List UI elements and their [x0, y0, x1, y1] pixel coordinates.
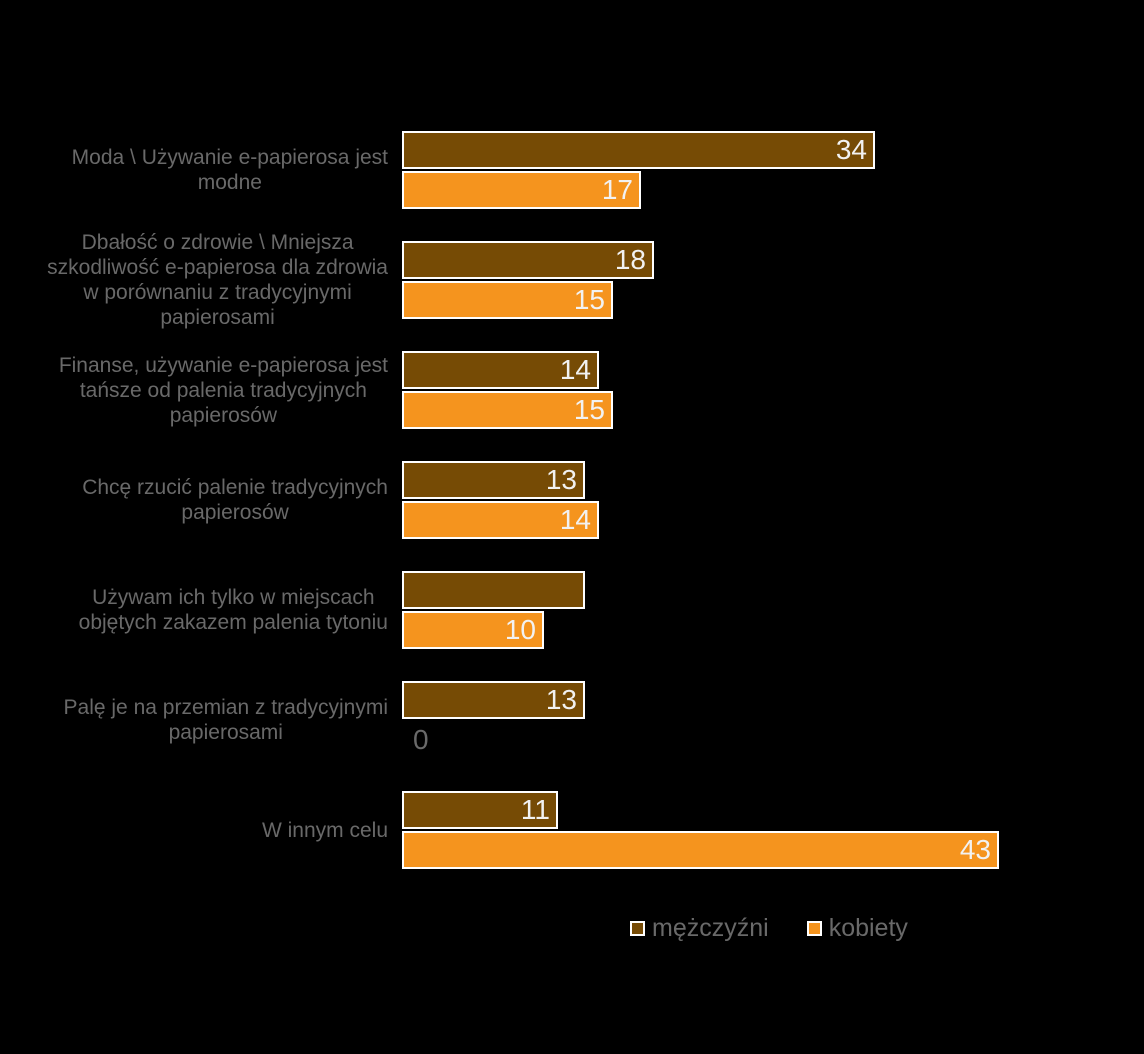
legend-item-mezczyzni: mężczyźni — [630, 913, 769, 943]
bar-kobiety: 43 — [402, 831, 999, 869]
bar-value-label: 34 — [835, 134, 867, 165]
category-label-cell: Palę je na przemian z tradycyjnymi papier… — [0, 681, 388, 759]
category-row: Palę je na przemian z tradycyjnymi papier… — [0, 681, 1144, 759]
bar-mezczyzni: 18 — [402, 241, 654, 279]
category-label-cell: Chcę rzucić palenie tradycyjnych papieros… — [0, 461, 388, 539]
bar-mezczyzni: 14 — [402, 351, 599, 389]
bar-value-label: 18 — [614, 244, 646, 275]
category-label: Palę je na przemian z tradycyjnymi papier… — [63, 696, 388, 744]
bar-mezczyzni: 13 — [402, 461, 585, 499]
category-label: Dbałość o zdrowie \ Mniejsza szkodliwość … — [47, 231, 388, 329]
category-label: W innym celu — [261, 818, 388, 842]
bar-value-label: 14 — [559, 354, 591, 385]
category-label: Finanse, używanie e-papierosa jest tańsze… — [58, 353, 388, 427]
bar-value-label: 17 — [601, 174, 633, 205]
category-label: Moda \ Używanie e-papierosa jest modne — [71, 146, 388, 194]
legend-label-kobiety: kobiety — [828, 914, 908, 942]
bar-value-label: 13 — [545, 684, 577, 715]
category-label: Używam ich tylko w miejscach objętych zak… — [78, 586, 388, 634]
legend-label-mezczyzni: mężczyźni — [652, 914, 769, 942]
category-row: Chcę rzucić palenie tradycyjnych papieros… — [0, 461, 1144, 539]
legend-swatch-kobiety-icon — [806, 920, 822, 936]
bar-value-label: 43 — [959, 834, 991, 865]
bar-value-label: 15 — [573, 394, 605, 425]
category-row: Moda \ Używanie e-papierosa jest modne 34 1… — [0, 131, 1144, 209]
bar-value-label: 14 — [559, 504, 591, 535]
bar-mezczyzni: 11 — [402, 791, 558, 829]
legend-swatch-mezczyzni-icon — [630, 920, 645, 936]
category-row: Używam ich tylko w miejscach objętych zak… — [0, 571, 1144, 649]
category-row: Dbałość o zdrowie \ Mniejsza szkodliwość … — [0, 231, 1144, 329]
bar-value-label: 11 — [520, 794, 550, 825]
zero-value-label: 0 — [413, 724, 429, 755]
bar-kobiety: 10 — [402, 611, 544, 649]
category-label-cell: Moda \ Używanie e-papierosa jest modne — [0, 131, 388, 209]
legend: mężczyźni kobiety — [630, 913, 908, 943]
category-row: Finanse, używanie e-papierosa jest tańsze… — [0, 351, 1144, 429]
bar-value-label: 13 — [545, 464, 577, 495]
bar-mezczyzni: 34 — [402, 131, 875, 169]
category-label: Chcę rzucić palenie tradycyjnych papieros… — [82, 476, 388, 524]
bar-mezczyzni: 13 — [402, 681, 585, 719]
bar-kobiety: 14 — [402, 501, 599, 539]
bar-mezczyzni — [402, 571, 585, 609]
bar-value-label: 10 — [504, 614, 536, 645]
category-label-cell: Dbałość o zdrowie \ Mniejsza szkodliwość … — [0, 231, 388, 329]
category-label-cell: W innym celu — [0, 791, 388, 869]
category-row: W innym celu 11 43 — [0, 791, 1144, 869]
bar-kobiety: 15 — [402, 391, 613, 429]
category-label-cell: Finanse, używanie e-papierosa jest tańsze… — [0, 351, 388, 429]
bar-kobiety: 17 — [402, 171, 641, 209]
bar-value-label: 15 — [573, 284, 605, 315]
bar-kobiety: 15 — [402, 281, 613, 319]
legend-item-kobiety: kobiety — [806, 913, 908, 943]
category-label-cell: Używam ich tylko w miejscach objętych zak… — [0, 571, 388, 649]
